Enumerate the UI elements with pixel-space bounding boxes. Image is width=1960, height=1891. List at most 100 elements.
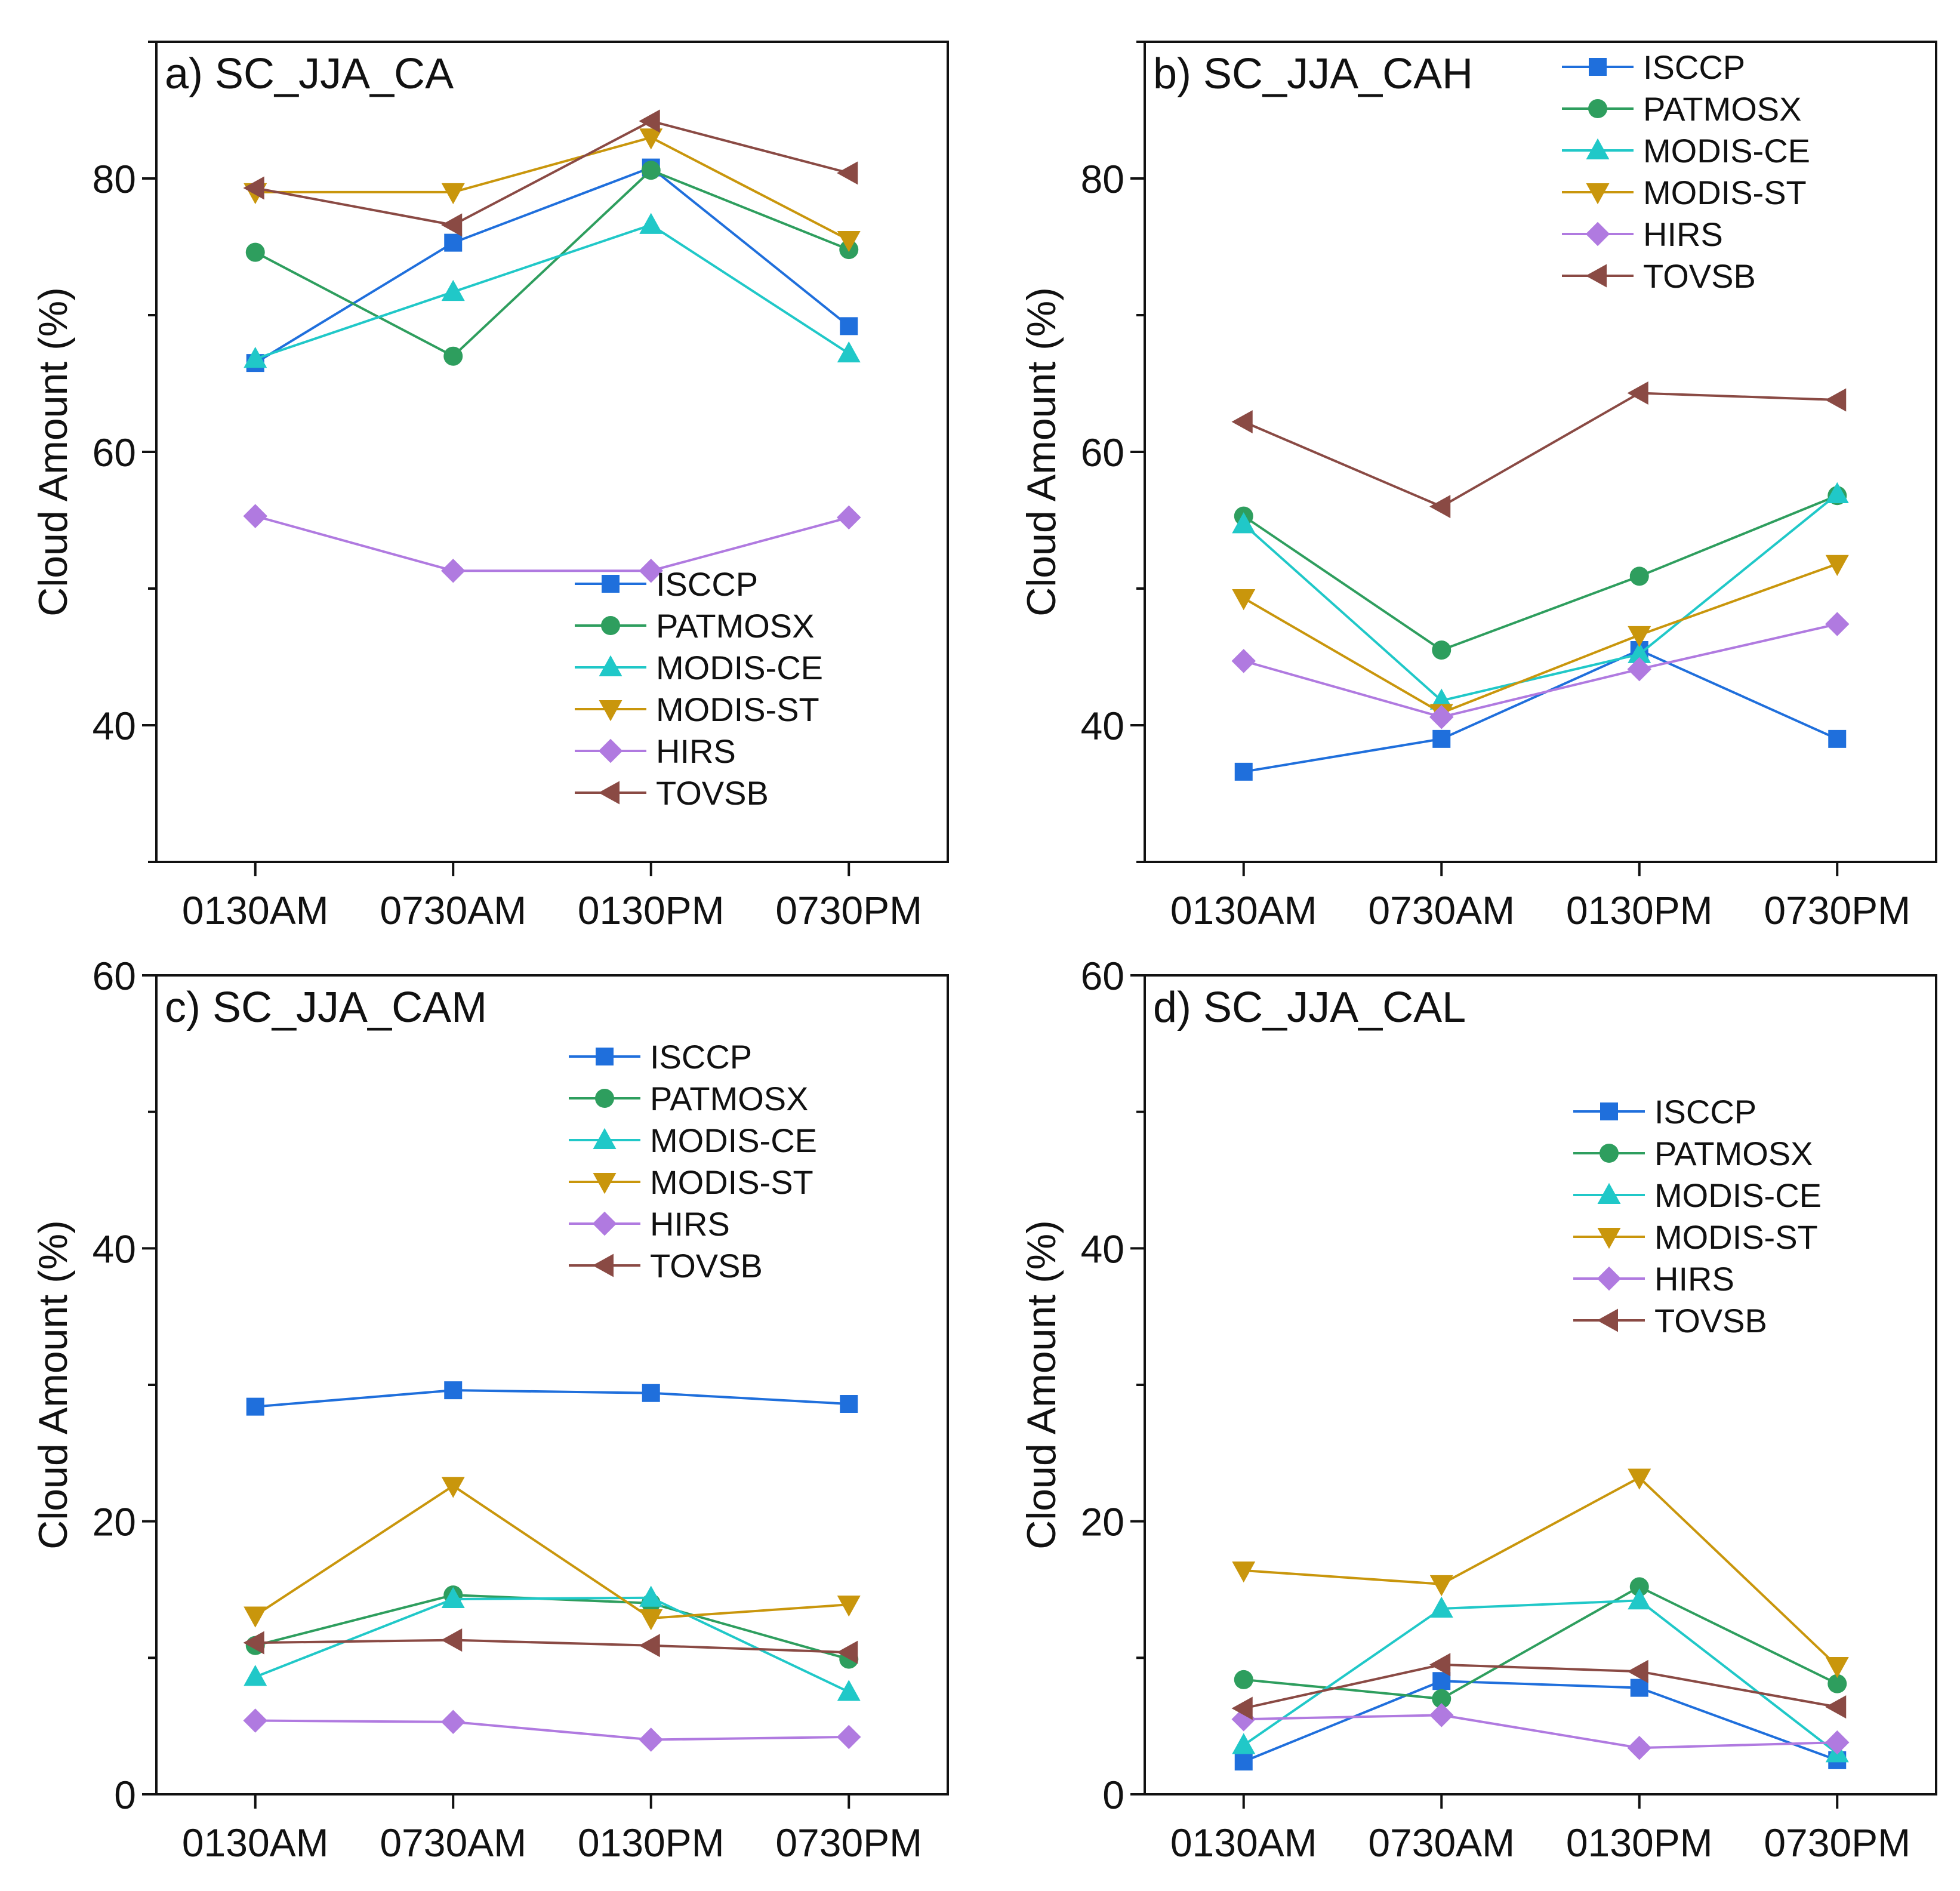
series-tovsb: [243, 1628, 858, 1664]
legend-marker: [596, 1048, 614, 1065]
series-line: [255, 136, 850, 241]
data-point: [441, 213, 463, 237]
series-modis-st: [244, 1477, 861, 1631]
data-point: [641, 161, 661, 180]
legend-marker: [1585, 221, 1610, 247]
x-tick-label: 0130AM: [182, 1821, 329, 1865]
data-point: [639, 1585, 663, 1607]
series-line: [1243, 494, 1838, 652]
series-isccp: [1234, 1672, 1847, 1771]
y-tick-label: 60: [1081, 430, 1124, 475]
series-tovsb: [1231, 1653, 1847, 1720]
legend-marker: [592, 1254, 614, 1277]
data-point: [1232, 512, 1256, 534]
data-point: [1429, 1703, 1454, 1727]
chart-title: d) SC_JJA_CAL: [1153, 984, 1466, 1031]
legend-marker: [1588, 99, 1607, 118]
legend-label: ISCCP: [1643, 48, 1745, 86]
legend-entry-patmosx: PATMOSX: [569, 1080, 809, 1117]
legend-marker: [598, 781, 620, 805]
legend-entry-tovsb: TOVSB: [1562, 257, 1756, 295]
y-tick-label: 80: [1081, 157, 1124, 201]
series-hirs: [1231, 612, 1850, 729]
series-patmosx: [1234, 1577, 1847, 1708]
data-point: [1231, 1696, 1253, 1720]
series-line: [255, 223, 850, 361]
legend: ISCCP PATMOSX MODIS-CE MODIS-ST HIRS TOVSB: [1562, 48, 1810, 295]
legend-label: PATMOSX: [1643, 90, 1802, 128]
legend-entry-modis-st: MODIS-ST: [1562, 174, 1807, 211]
data-point: [1627, 381, 1648, 405]
data-point: [837, 1596, 861, 1617]
data-point: [1432, 1689, 1451, 1708]
legend-marker: [1585, 264, 1607, 288]
data-point: [639, 109, 660, 133]
legend-label: PATMOSX: [656, 607, 815, 645]
data-point: [837, 161, 858, 185]
data-point: [1629, 1577, 1649, 1597]
legend-entry-modis-st: MODIS-ST: [1573, 1218, 1818, 1256]
x-tick-label: 0730PM: [775, 888, 922, 932]
series-isccp: [246, 158, 858, 372]
legend-marker: [599, 655, 622, 676]
data-point: [837, 1724, 861, 1750]
legend-entry-tovsb: TOVSB: [575, 774, 769, 812]
data-point: [243, 1708, 267, 1733]
y-tick-label: 40: [1081, 1227, 1124, 1271]
x-tick-label: 0130AM: [182, 888, 329, 932]
chart-panel-a-sc-jja-ca: 40 60 80 0130AM 0730AM 0130PM 0730PM Cloud Amou…: [30, 41, 949, 932]
legend-marker: [598, 738, 623, 763]
data-point: [1432, 640, 1451, 660]
legend-entry-hirs: HIRS: [575, 732, 736, 770]
legend-label: MODIS-CE: [1643, 132, 1810, 170]
series-modis-ce: [1232, 1588, 1849, 1763]
data-point: [1429, 495, 1451, 519]
legend-label: ISCCP: [1654, 1093, 1756, 1131]
data-point: [639, 212, 663, 234]
data-point: [1628, 642, 1651, 663]
series-modis-st: [1232, 555, 1849, 725]
series-line: [255, 1719, 849, 1741]
legend-label: HIRS: [1654, 1260, 1734, 1298]
x-tick-label: 0130PM: [1566, 1821, 1713, 1865]
y-tick-label: 40: [93, 1227, 136, 1271]
x-tick-label: 0130AM: [1170, 1821, 1317, 1865]
legend-marker: [1600, 1144, 1619, 1163]
data-point: [1825, 1695, 1847, 1719]
data-point: [1627, 657, 1651, 682]
series-modis-ce: [1232, 482, 1849, 710]
series-line: [1243, 1476, 1838, 1667]
y-tick-label: 20: [93, 1500, 136, 1544]
legend-label: ISCCP: [656, 565, 758, 603]
y-tick-label: 0: [114, 1773, 136, 1817]
data-point: [1231, 649, 1256, 673]
data-point: [244, 347, 267, 368]
legend-entry-modis-ce: MODIS-CE: [1562, 132, 1810, 170]
legend-entry-hirs: HIRS: [1562, 215, 1723, 253]
legend-marker: [1597, 1266, 1622, 1291]
x-tick-label: 0130PM: [1566, 888, 1713, 932]
series-line: [254, 166, 850, 364]
y-axis-label: Cloud Amount (%): [1019, 287, 1064, 617]
legend-marker: [1586, 138, 1610, 159]
legend-marker: [599, 700, 622, 722]
data-point: [1828, 729, 1847, 748]
data-point: [1825, 1657, 1849, 1679]
legend-entry-tovsb: TOVSB: [569, 1247, 763, 1285]
legend-marker: [593, 1173, 617, 1194]
data-point: [1629, 566, 1649, 586]
x-tick-label: 0730PM: [1764, 1821, 1910, 1865]
x-tick-label: 0730AM: [1368, 1821, 1515, 1865]
series-line: [254, 1484, 849, 1620]
data-point: [1825, 482, 1849, 503]
data-point: [244, 1665, 267, 1686]
series-hirs: [1231, 1703, 1850, 1760]
x-tick-label: 0730PM: [1764, 888, 1910, 932]
legend-entry-isccp: ISCCP: [575, 565, 758, 603]
series-line: [254, 168, 849, 358]
data-point: [1429, 1653, 1451, 1677]
legend-entry-modis-st: MODIS-ST: [569, 1163, 813, 1201]
series-modis-ce: [244, 1585, 861, 1701]
data-point: [243, 176, 264, 200]
data-point: [1231, 410, 1253, 434]
